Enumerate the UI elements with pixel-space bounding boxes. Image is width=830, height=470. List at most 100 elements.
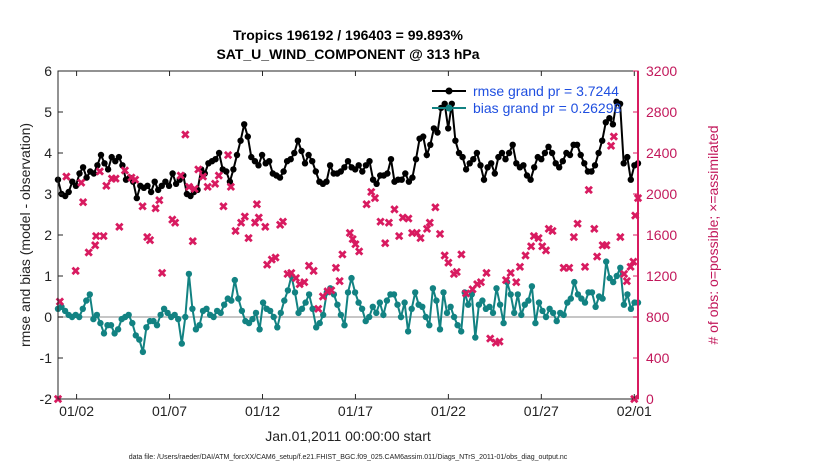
obs-count-marker-stroke [619, 269, 629, 279]
y-tick-label: 5 [44, 104, 52, 120]
obs-count-marker [584, 185, 593, 195]
bias-point [270, 313, 277, 321]
y-tick-label: 0 [44, 309, 52, 325]
bias-point [90, 315, 97, 323]
bias-point [249, 315, 256, 323]
obs-count-marker-stroke [78, 198, 88, 207]
obs-count-marker [380, 239, 390, 248]
obs-count-marker [244, 233, 253, 243]
obs-count-marker [77, 178, 86, 187]
bias-point [624, 291, 631, 298]
obs-count-marker [338, 250, 347, 259]
y-tick-label: -1 [40, 350, 53, 366]
bias-point [143, 324, 150, 331]
bias-point [351, 289, 359, 296]
bias-point [358, 305, 366, 312]
bias-point [125, 311, 132, 319]
obs-count-marker-stroke [425, 218, 434, 227]
bias-point [412, 289, 419, 296]
bias-point [549, 309, 557, 317]
obs-count-marker-stroke [90, 241, 100, 250]
bias-point [380, 311, 387, 319]
obs-count-marker-stroke [609, 132, 619, 141]
obs-count-marker [226, 182, 236, 192]
rmse-point [155, 186, 162, 194]
obs-count-marker-stroke [452, 267, 461, 277]
obs-count-marker-stroke [99, 231, 108, 241]
y-tick-label: 1 [44, 268, 52, 284]
obs-count-marker [602, 241, 611, 250]
obs-count-marker [130, 175, 140, 184]
legend-bias-label: bias grand pr = 0.26298 [473, 100, 621, 116]
obs-count-marker [515, 262, 525, 271]
x-tick-label: 01/17 [338, 403, 373, 419]
obs-count-marker [476, 277, 486, 287]
obs-count-marker-stroke [214, 171, 223, 180]
y2-axis-label: # of obs: o=possible; ×=assimilated [705, 125, 721, 344]
obs-count-marker-stroke [226, 182, 236, 192]
obs-count-marker [351, 240, 360, 249]
bias-point [175, 315, 182, 323]
obs-count-marker-stroke [236, 218, 246, 227]
bias-point [542, 313, 550, 321]
rmse-point [255, 162, 262, 169]
obs-count-marker [425, 218, 434, 227]
obs-count-marker [565, 263, 574, 272]
obs-count-marker-stroke [394, 231, 404, 241]
obs-count-marker-stroke [190, 184, 199, 194]
obs-count-marker [95, 167, 105, 176]
obs-count-marker [71, 266, 80, 276]
obs-count-marker-stroke [435, 229, 445, 239]
obs-count-marker [367, 187, 376, 197]
bias-point [189, 305, 196, 312]
bias-point [86, 291, 94, 298]
rmse-point [398, 176, 405, 183]
obs-count-marker-stroke [616, 232, 625, 242]
bias-point [337, 311, 345, 319]
rmse-point [104, 166, 112, 173]
obs-count-marker-stroke [461, 289, 471, 298]
bias-point [553, 317, 560, 325]
obs-count-marker [506, 268, 515, 278]
obs-count-marker-stroke [304, 261, 314, 270]
obs-count-marker-stroke [380, 239, 390, 248]
y-tick-label: 6 [44, 63, 52, 79]
obs-count-marker-stroke [580, 262, 590, 271]
bias-point [532, 319, 539, 327]
obs-count-marker [592, 252, 602, 261]
obs-count-marker-stroke [271, 253, 280, 262]
bias-point [617, 264, 624, 271]
rmse-point [566, 151, 574, 159]
obs-count-marker [271, 253, 280, 262]
obs-count-marker [512, 277, 521, 287]
rmse-point [505, 149, 513, 157]
bias-point [228, 297, 235, 304]
rmse-point [445, 125, 452, 132]
obs-count-marker [431, 203, 440, 212]
obs-count-marker [90, 241, 100, 250]
obs-count-marker [214, 171, 223, 180]
bias-point [139, 348, 147, 356]
rmse-point [488, 160, 495, 167]
rmse-point [248, 153, 255, 161]
rmse-point [527, 176, 534, 183]
obs-count-marker [78, 198, 88, 207]
obs-count-marker-stroke [231, 226, 240, 236]
obs-count-marker [348, 234, 357, 244]
x-tick-label: 01/02 [59, 403, 94, 419]
obs-count-marker-stroke [102, 181, 111, 190]
obs-count-marker-stroke [291, 273, 301, 283]
y2-tick-label: 0 [646, 391, 654, 407]
obs-count-marker-stroke [348, 234, 357, 244]
obs-count-marker-stroke [254, 213, 263, 222]
bias-point [334, 301, 341, 308]
rmse-point [72, 182, 80, 189]
obs-count-marker-stroke [444, 258, 453, 267]
obs-count-marker-stroke [176, 171, 185, 180]
rmse-point [94, 162, 101, 169]
rmse-point [305, 151, 312, 159]
rmse-point [588, 168, 595, 175]
bias-point [581, 299, 589, 306]
obs-count-marker-stroke [184, 182, 194, 192]
obs-count-marker [198, 172, 208, 181]
